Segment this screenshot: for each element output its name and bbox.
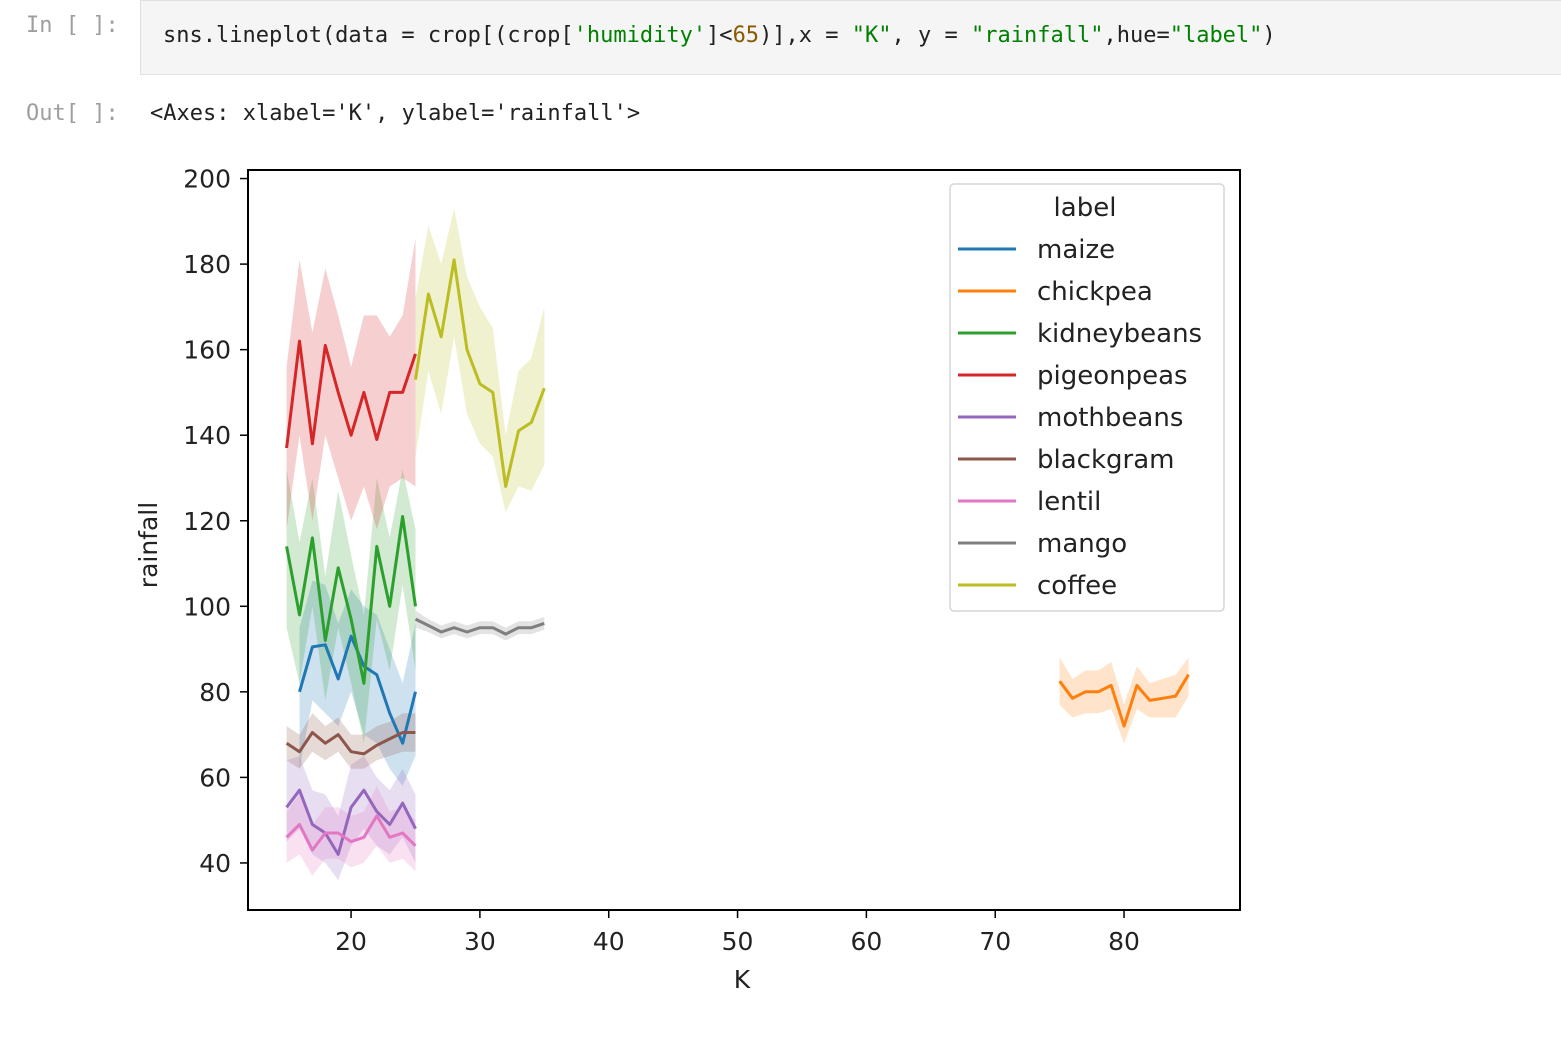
series-line-mango [414,617,545,636]
ci-band-maize [299,580,416,786]
code-token: "label" [1169,23,1263,48]
code-token: )],x = [759,23,852,48]
legend-label-blackgram: blackgram [1037,445,1174,475]
code-token: ]< [706,23,733,48]
ci-band-mango [415,610,545,641]
legend-label-chickpea: chickpea [1037,277,1153,307]
code-line: sns.lineplot(data = crop[(crop['humidity… [163,23,1276,48]
y-tick-label: 60 [199,763,231,792]
series-line-pigeonpeas [285,339,417,449]
series-line-chickpea [1058,673,1190,728]
series-line-lentil [285,814,417,852]
input-prompt: In [ ]: [26,13,119,38]
code-token: 65 [732,23,760,48]
ci-band-mothbeans [286,756,416,881]
legend-label-mothbeans: mothbeans [1037,403,1183,433]
ci-band-blackgram [286,713,416,769]
code-token: 'humidity' [573,23,707,48]
series-line-kidneybeans [285,515,417,685]
y-tick-label: 180 [183,250,231,279]
legend-title: label [1054,193,1117,223]
output-text: <Axes: xlabel='K', ylabel='rainfall'> [150,101,641,126]
legend-box [949,183,1225,612]
code-cell[interactable]: sns.lineplot(data = crop[(crop['humidity… [140,0,1561,75]
code-token: ,hue= [1103,23,1170,48]
x-tick-label: 30 [464,927,496,956]
series-line-mothbeans [285,788,417,856]
ci-band-pigeonpeas [286,238,416,530]
legend-label-pigeonpeas: pigeonpeas [1037,361,1188,391]
series-line-blackgram [285,731,416,756]
y-axis-label: rainfall [134,502,163,588]
y-tick-label: 40 [199,849,231,878]
y-tick-label: 140 [183,421,231,450]
legend-label-lentil: lentil [1037,487,1101,517]
series-line-coffee [414,258,546,488]
legend-label-mango: mango [1037,529,1127,559]
code-token: "rainfall" [971,23,1104,48]
legend-label-kidneybeans: kidneybeans [1037,319,1202,349]
ci-band-kidneybeans [286,469,416,744]
y-tick-label: 200 [183,165,231,194]
x-tick-label: 20 [335,927,367,956]
x-tick-label: 60 [850,927,882,956]
code-token: sns.lineplot(data = crop[(crop[ [163,23,574,48]
legend-label-coffee: coffee [1037,571,1117,601]
x-tick-label: 80 [1108,927,1140,956]
code-token: , y = [891,23,972,48]
code-token: "K" [851,23,892,48]
y-tick-label: 100 [183,592,231,621]
ci-band-chickpea [1059,657,1189,744]
y-tick-label: 120 [183,507,231,536]
ci-band-lentil [286,786,416,876]
y-tick-label: 80 [199,678,231,707]
ci-band-coffee [415,208,545,513]
legend-label-maize: maize [1037,235,1115,265]
x-tick-label: 50 [722,927,754,956]
x-tick-label: 70 [979,927,1011,956]
code-token: ) [1262,23,1276,48]
y-tick-label: 160 [183,336,231,365]
x-axis-label: K [734,965,751,994]
output-prompt: Out[ ]: [26,101,119,126]
x-tick-label: 40 [593,927,625,956]
axes-frame [247,169,1241,911]
